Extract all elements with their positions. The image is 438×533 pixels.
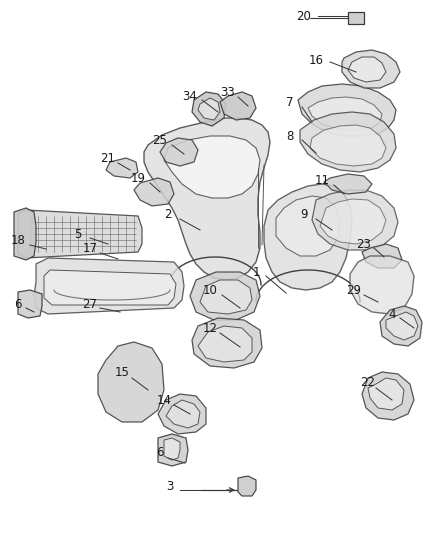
- Bar: [348, 12, 364, 24]
- Text: 29: 29: [346, 285, 361, 297]
- Text: 3: 3: [166, 480, 174, 492]
- Polygon shape: [238, 476, 256, 496]
- Text: 22: 22: [360, 376, 375, 390]
- Polygon shape: [192, 92, 226, 126]
- Polygon shape: [18, 210, 142, 258]
- Polygon shape: [198, 98, 220, 120]
- Polygon shape: [106, 158, 138, 178]
- Text: 7: 7: [286, 96, 294, 109]
- Polygon shape: [362, 372, 414, 420]
- Polygon shape: [342, 50, 400, 88]
- Text: 9: 9: [300, 208, 308, 222]
- Polygon shape: [298, 84, 396, 136]
- Polygon shape: [160, 138, 198, 166]
- Polygon shape: [200, 280, 252, 314]
- Polygon shape: [190, 272, 260, 320]
- Text: 27: 27: [82, 298, 98, 311]
- Text: 17: 17: [82, 243, 98, 255]
- Polygon shape: [18, 290, 42, 318]
- Polygon shape: [276, 196, 340, 256]
- Text: 14: 14: [156, 393, 172, 407]
- Polygon shape: [312, 190, 398, 250]
- Text: 15: 15: [115, 367, 130, 379]
- Polygon shape: [320, 199, 386, 244]
- Polygon shape: [34, 258, 184, 314]
- Polygon shape: [362, 244, 402, 268]
- Text: 10: 10: [202, 284, 217, 296]
- Polygon shape: [166, 400, 200, 428]
- Polygon shape: [158, 394, 206, 434]
- Polygon shape: [368, 378, 404, 410]
- Polygon shape: [350, 256, 414, 314]
- Text: 21: 21: [100, 152, 116, 166]
- Polygon shape: [308, 97, 382, 130]
- Text: 5: 5: [74, 228, 82, 240]
- Polygon shape: [164, 136, 260, 198]
- Polygon shape: [98, 342, 164, 422]
- Text: 12: 12: [202, 321, 218, 335]
- Polygon shape: [134, 178, 174, 206]
- Text: 18: 18: [11, 235, 25, 247]
- Polygon shape: [386, 312, 418, 340]
- Text: 25: 25: [152, 134, 167, 148]
- Polygon shape: [310, 125, 386, 166]
- Text: 1: 1: [252, 265, 260, 279]
- Polygon shape: [324, 174, 372, 194]
- Polygon shape: [164, 438, 180, 460]
- Text: 6: 6: [156, 447, 164, 459]
- Polygon shape: [158, 434, 188, 466]
- Text: 6: 6: [14, 298, 22, 311]
- Text: 19: 19: [131, 173, 145, 185]
- Text: 2: 2: [164, 208, 172, 222]
- Text: 8: 8: [286, 130, 294, 142]
- Polygon shape: [14, 208, 36, 260]
- Text: 11: 11: [314, 174, 329, 188]
- Text: 23: 23: [357, 238, 371, 251]
- Polygon shape: [264, 184, 352, 290]
- Polygon shape: [144, 118, 270, 280]
- Text: 20: 20: [297, 10, 311, 22]
- Text: 33: 33: [221, 86, 235, 100]
- Text: 16: 16: [308, 53, 324, 67]
- Text: 34: 34: [183, 90, 198, 102]
- Polygon shape: [44, 270, 176, 305]
- Polygon shape: [348, 57, 386, 82]
- Polygon shape: [220, 92, 256, 120]
- Polygon shape: [192, 318, 262, 368]
- Polygon shape: [300, 112, 396, 172]
- Text: 4: 4: [388, 308, 396, 320]
- Polygon shape: [380, 306, 422, 346]
- Polygon shape: [198, 326, 252, 362]
